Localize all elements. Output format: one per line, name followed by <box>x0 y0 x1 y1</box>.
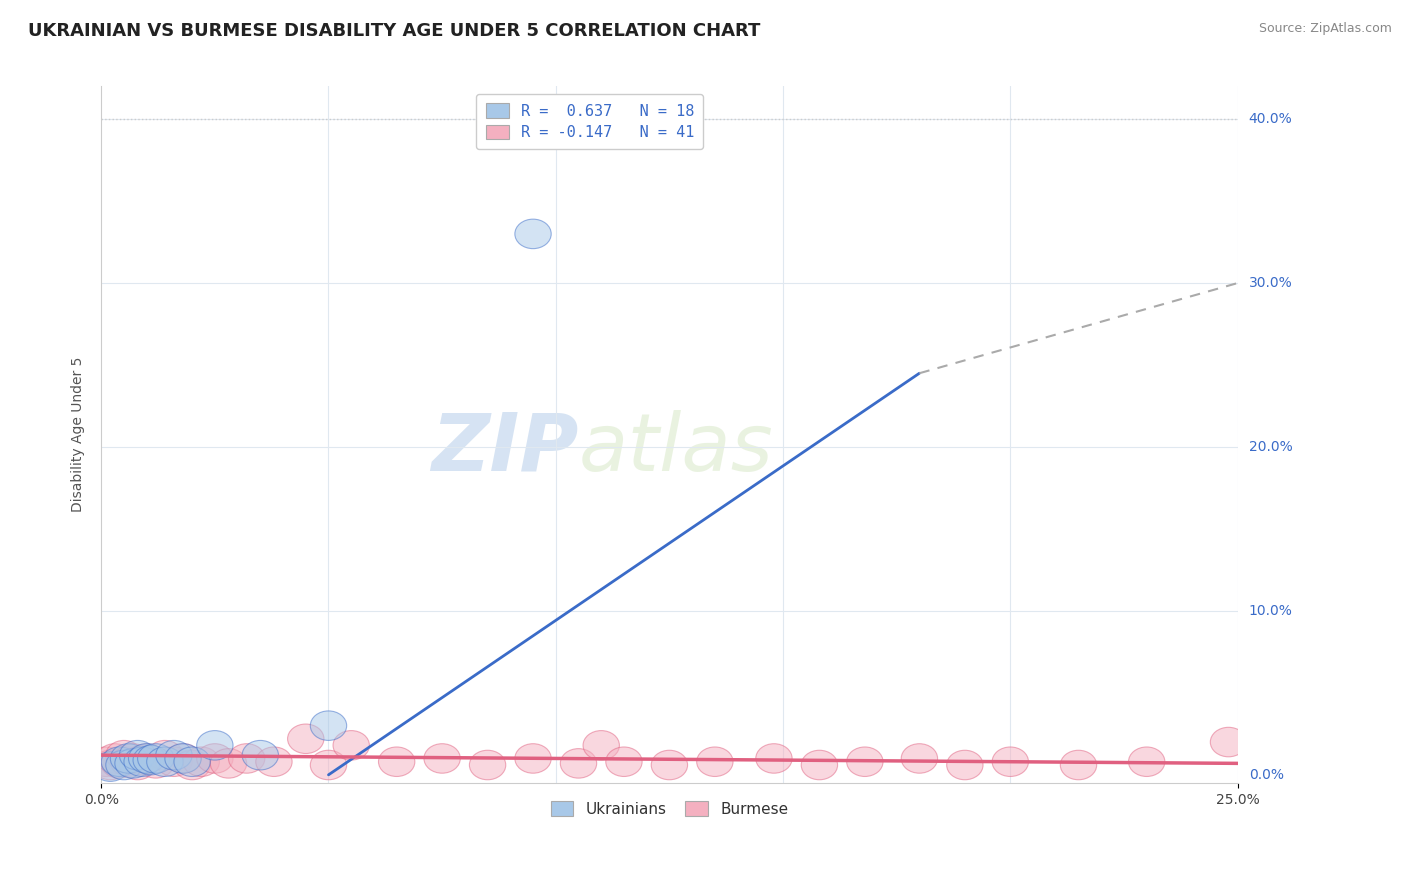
Ellipse shape <box>105 750 142 780</box>
Ellipse shape <box>211 748 246 778</box>
Ellipse shape <box>1129 747 1164 776</box>
Ellipse shape <box>101 748 138 778</box>
Ellipse shape <box>138 744 174 773</box>
Ellipse shape <box>87 747 124 776</box>
Ellipse shape <box>946 750 983 780</box>
Ellipse shape <box>561 748 596 778</box>
Ellipse shape <box>801 750 838 780</box>
Ellipse shape <box>197 744 233 773</box>
Ellipse shape <box>110 747 146 776</box>
Ellipse shape <box>165 744 201 773</box>
Text: 0.0%: 0.0% <box>1249 768 1284 782</box>
Ellipse shape <box>697 747 733 776</box>
Ellipse shape <box>311 711 347 740</box>
Ellipse shape <box>174 747 211 776</box>
Ellipse shape <box>120 750 156 780</box>
Ellipse shape <box>115 744 152 773</box>
Ellipse shape <box>242 740 278 770</box>
Ellipse shape <box>470 750 506 780</box>
Ellipse shape <box>583 731 620 760</box>
Ellipse shape <box>183 747 219 776</box>
Ellipse shape <box>165 744 201 773</box>
Ellipse shape <box>146 740 183 770</box>
Ellipse shape <box>288 724 323 754</box>
Ellipse shape <box>1211 727 1247 756</box>
Ellipse shape <box>333 731 370 760</box>
Ellipse shape <box>651 750 688 780</box>
Ellipse shape <box>993 747 1029 776</box>
Text: UKRAINIAN VS BURMESE DISABILITY AGE UNDER 5 CORRELATION CHART: UKRAINIAN VS BURMESE DISABILITY AGE UNDE… <box>28 22 761 40</box>
Text: 10.0%: 10.0% <box>1249 604 1292 618</box>
Y-axis label: Disability Age Under 5: Disability Age Under 5 <box>72 357 86 512</box>
Ellipse shape <box>256 747 292 776</box>
Ellipse shape <box>515 219 551 249</box>
Ellipse shape <box>134 746 169 775</box>
Ellipse shape <box>97 744 134 773</box>
Legend: Ukrainians, Burmese: Ukrainians, Burmese <box>543 793 796 824</box>
Ellipse shape <box>128 744 165 773</box>
Text: 30.0%: 30.0% <box>1249 276 1292 290</box>
Ellipse shape <box>901 744 938 773</box>
Ellipse shape <box>128 744 165 773</box>
Text: 40.0%: 40.0% <box>1249 112 1292 126</box>
Ellipse shape <box>138 748 174 778</box>
Ellipse shape <box>101 747 138 776</box>
Ellipse shape <box>606 747 643 776</box>
Ellipse shape <box>425 744 460 773</box>
Ellipse shape <box>120 740 156 770</box>
Ellipse shape <box>105 740 142 770</box>
Text: Source: ZipAtlas.com: Source: ZipAtlas.com <box>1258 22 1392 36</box>
Ellipse shape <box>378 747 415 776</box>
Ellipse shape <box>115 748 152 778</box>
Ellipse shape <box>311 750 347 780</box>
Ellipse shape <box>156 747 193 776</box>
Ellipse shape <box>124 746 160 775</box>
Ellipse shape <box>124 747 160 776</box>
Ellipse shape <box>756 744 792 773</box>
Text: 20.0%: 20.0% <box>1249 440 1292 454</box>
Ellipse shape <box>174 750 211 780</box>
Ellipse shape <box>197 731 233 760</box>
Ellipse shape <box>229 744 264 773</box>
Ellipse shape <box>1060 750 1097 780</box>
Ellipse shape <box>93 750 128 780</box>
Text: atlas: atlas <box>578 409 773 488</box>
Ellipse shape <box>846 747 883 776</box>
Ellipse shape <box>93 752 128 781</box>
Text: ZIP: ZIP <box>432 409 578 488</box>
Ellipse shape <box>515 744 551 773</box>
Ellipse shape <box>156 740 193 770</box>
Ellipse shape <box>110 744 146 773</box>
Ellipse shape <box>146 747 183 776</box>
